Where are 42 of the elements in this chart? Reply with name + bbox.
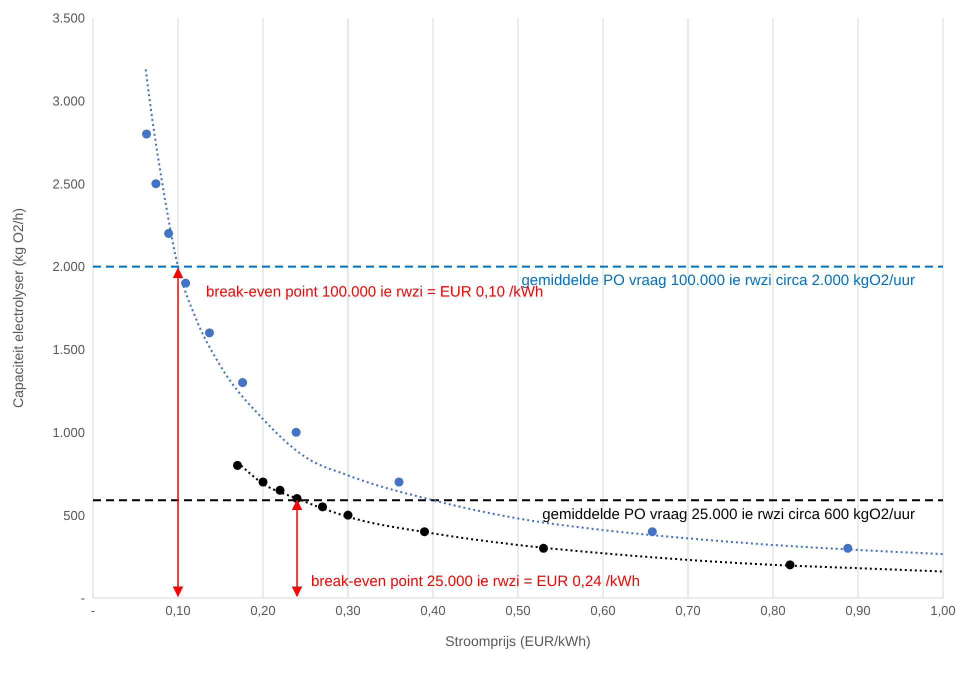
y-tick-label: 3.500 xyxy=(52,10,85,26)
point xyxy=(318,502,328,512)
point xyxy=(238,378,248,388)
point xyxy=(420,527,430,536)
point xyxy=(181,278,190,288)
x-tick-label: 0,30 xyxy=(335,603,361,618)
x-tick-label: 0,20 xyxy=(250,603,276,618)
point xyxy=(164,228,174,238)
point xyxy=(204,328,214,338)
y-tick-label: - xyxy=(80,590,85,606)
y-tick-label: 2.000 xyxy=(52,259,85,274)
ref-line-label: gemiddelde PO vraag 25.000 ie rwzi circa 600 kgO2/uur xyxy=(542,506,915,523)
point xyxy=(843,544,852,553)
line-series xyxy=(144,68,943,556)
x-tick-label: 0,60 xyxy=(590,603,616,618)
y-tick-label: 1.000 xyxy=(52,424,85,440)
y-tick-label: 1.500 xyxy=(52,342,85,358)
x-tick-label: 0,80 xyxy=(760,603,786,618)
x-tick-label: 0,40 xyxy=(420,603,446,618)
x-axis-title: Stroomprijs (EUR/kWh) xyxy=(445,633,591,649)
x-tick-label: - xyxy=(90,603,96,618)
point xyxy=(343,510,353,520)
point xyxy=(538,544,548,553)
y-axis-title: Capaciteit electrolyser (kg O2/h) xyxy=(10,208,26,408)
x-tick-label: 1,00 xyxy=(930,603,956,618)
point xyxy=(258,477,268,487)
y-tick-label: 500 xyxy=(63,508,85,523)
x-tick-label: 0,70 xyxy=(675,603,701,618)
point xyxy=(232,460,242,470)
x-tick-label: 0,50 xyxy=(505,603,531,618)
y-tick-label: 2.500 xyxy=(52,176,85,192)
point xyxy=(142,129,152,139)
point xyxy=(394,477,404,487)
point xyxy=(648,527,657,536)
point xyxy=(275,486,285,495)
point xyxy=(151,179,160,188)
point xyxy=(785,560,795,570)
annotation: break-even point 25.000 ie rwzi = EUR 0,24 /kWh xyxy=(311,573,640,590)
x-tick-label: 0,90 xyxy=(845,603,871,618)
y-tick-label: 3.000 xyxy=(52,93,85,108)
x-tick-label: 0,10 xyxy=(165,603,191,618)
point xyxy=(292,428,301,437)
